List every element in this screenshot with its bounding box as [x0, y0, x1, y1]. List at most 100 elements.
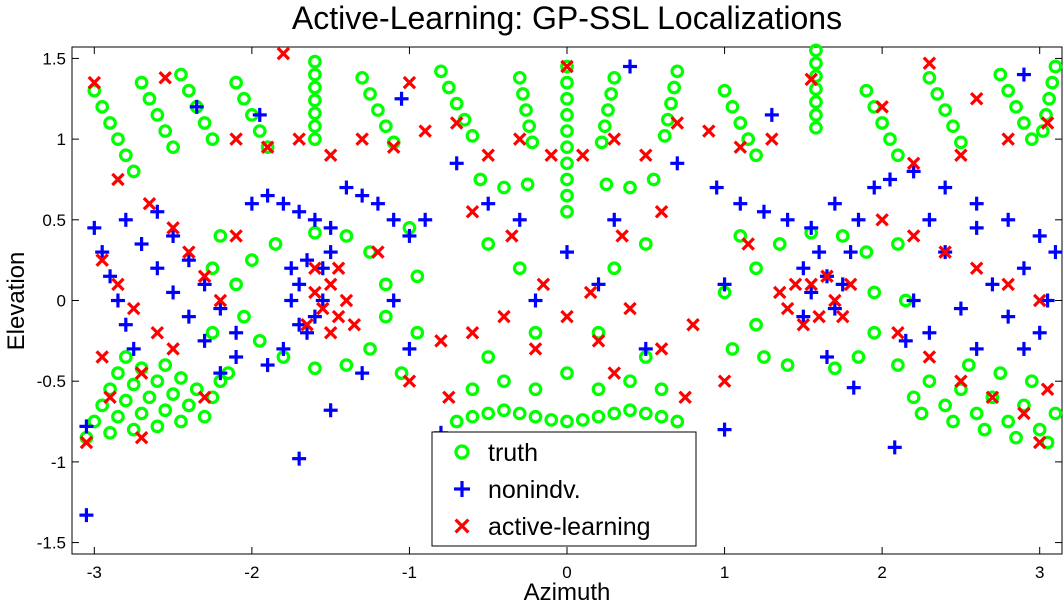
- truth-point: [906, 390, 921, 405]
- truth-point: [339, 229, 354, 243]
- truth-point: [1032, 422, 1047, 437]
- truth-point: [638, 237, 653, 251]
- truth-point: [1009, 430, 1023, 445]
- truth-point: [922, 70, 937, 85]
- nonindv-point: [181, 253, 196, 268]
- active-learning-point: [591, 334, 606, 348]
- active-learning-point: [804, 72, 818, 87]
- truth-point: [158, 358, 173, 372]
- active-learning-point: [229, 132, 243, 146]
- nonindv-point: [402, 228, 417, 243]
- active-learning-point: [197, 269, 212, 284]
- nonindv-point: [969, 341, 984, 356]
- series-nonindv: [79, 59, 1063, 523]
- y-tick-label: 0.5: [42, 211, 66, 230]
- truth-point: [993, 67, 1008, 82]
- truth-point: [118, 393, 133, 408]
- truth-point: [809, 69, 823, 84]
- y-tick-label: 1: [57, 130, 66, 149]
- nonindv-point: [118, 317, 133, 332]
- x-tick-label: 0: [562, 563, 571, 582]
- truth-point: [268, 237, 283, 251]
- nonindv-point: [835, 277, 850, 292]
- truth-point: [465, 382, 480, 397]
- active-learning-point: [544, 148, 558, 162]
- legend-label: truth: [488, 439, 538, 467]
- truth-point: [985, 390, 1000, 405]
- truth-point: [237, 309, 251, 324]
- nonindv-point: [229, 349, 244, 364]
- truth-point: [1009, 99, 1023, 114]
- truth-point: [560, 204, 574, 219]
- truth-point: [560, 140, 574, 155]
- active-learning-point: [166, 221, 180, 235]
- nonindv-point: [394, 91, 409, 106]
- nonindv-point: [402, 341, 417, 356]
- active-learning-point: [142, 196, 157, 211]
- truth-point: [891, 237, 905, 251]
- nonindv-point: [79, 508, 94, 523]
- truth-point: [516, 87, 530, 101]
- nonindv-point: [756, 204, 771, 219]
- active-learning-point: [985, 390, 1000, 405]
- active-learning-point: [639, 148, 653, 162]
- truth-point: [111, 409, 125, 424]
- nonindv-point: [1032, 228, 1047, 243]
- nonindv-point: [103, 269, 118, 284]
- nonindv-point: [709, 180, 724, 195]
- active-learning-point: [213, 293, 228, 308]
- active-learning-point: [300, 317, 314, 332]
- truth-point: [809, 120, 823, 135]
- active-learning-point: [607, 132, 622, 146]
- truth-point: [859, 83, 874, 98]
- truth-point: [601, 103, 615, 117]
- truth-point: [859, 245, 874, 259]
- truth-point: [528, 325, 543, 340]
- truth-point: [528, 409, 543, 424]
- truth-point: [174, 414, 188, 429]
- active-learning-point: [717, 374, 732, 388]
- active-learning-point: [134, 366, 149, 380]
- nonindv-point: [213, 366, 228, 381]
- x-tick-label: 1: [720, 563, 729, 582]
- active-learning-point: [922, 56, 937, 70]
- truth-point: [607, 70, 622, 85]
- active-learning-point: [331, 309, 346, 324]
- active-learning-point: [969, 261, 984, 275]
- nonindv-point: [827, 301, 842, 316]
- truth-point: [560, 156, 574, 171]
- truth-point: [1001, 414, 1016, 429]
- truth-point: [481, 350, 496, 364]
- truth-point: [205, 261, 220, 276]
- truth-point: [875, 116, 889, 130]
- y-tick-label: 1.5: [42, 49, 66, 68]
- nonindv-point: [323, 403, 338, 418]
- nonindv-point: [315, 293, 330, 308]
- truth-point: [946, 119, 960, 134]
- truth-point: [481, 406, 496, 421]
- nonindv-point: [110, 293, 125, 308]
- truth-point: [809, 43, 823, 58]
- truth-point: [465, 409, 480, 424]
- nonindv-point: [229, 325, 244, 340]
- truth-point: [544, 413, 559, 427]
- truth-point: [237, 91, 251, 106]
- active-learning-point: [741, 237, 755, 251]
- truth-point: [308, 54, 322, 69]
- active-learning-point: [615, 229, 629, 243]
- chart-title: Active-Learning: GP-SSL Localizations: [292, 0, 842, 36]
- active-learning-point: [402, 75, 417, 90]
- truth-point: [126, 164, 141, 179]
- truth-point: [638, 406, 653, 421]
- truth-point: [828, 361, 842, 376]
- truth-point: [260, 140, 275, 155]
- truth-point: [394, 366, 409, 380]
- active-learning-point: [733, 140, 748, 154]
- truth-point: [410, 269, 425, 284]
- truth-point: [213, 229, 228, 243]
- nonindv-point: [1001, 212, 1016, 227]
- truth-point: [308, 106, 322, 121]
- truth-point: [481, 237, 496, 251]
- nonindv-point: [292, 277, 307, 292]
- nonindv-point: [819, 349, 834, 364]
